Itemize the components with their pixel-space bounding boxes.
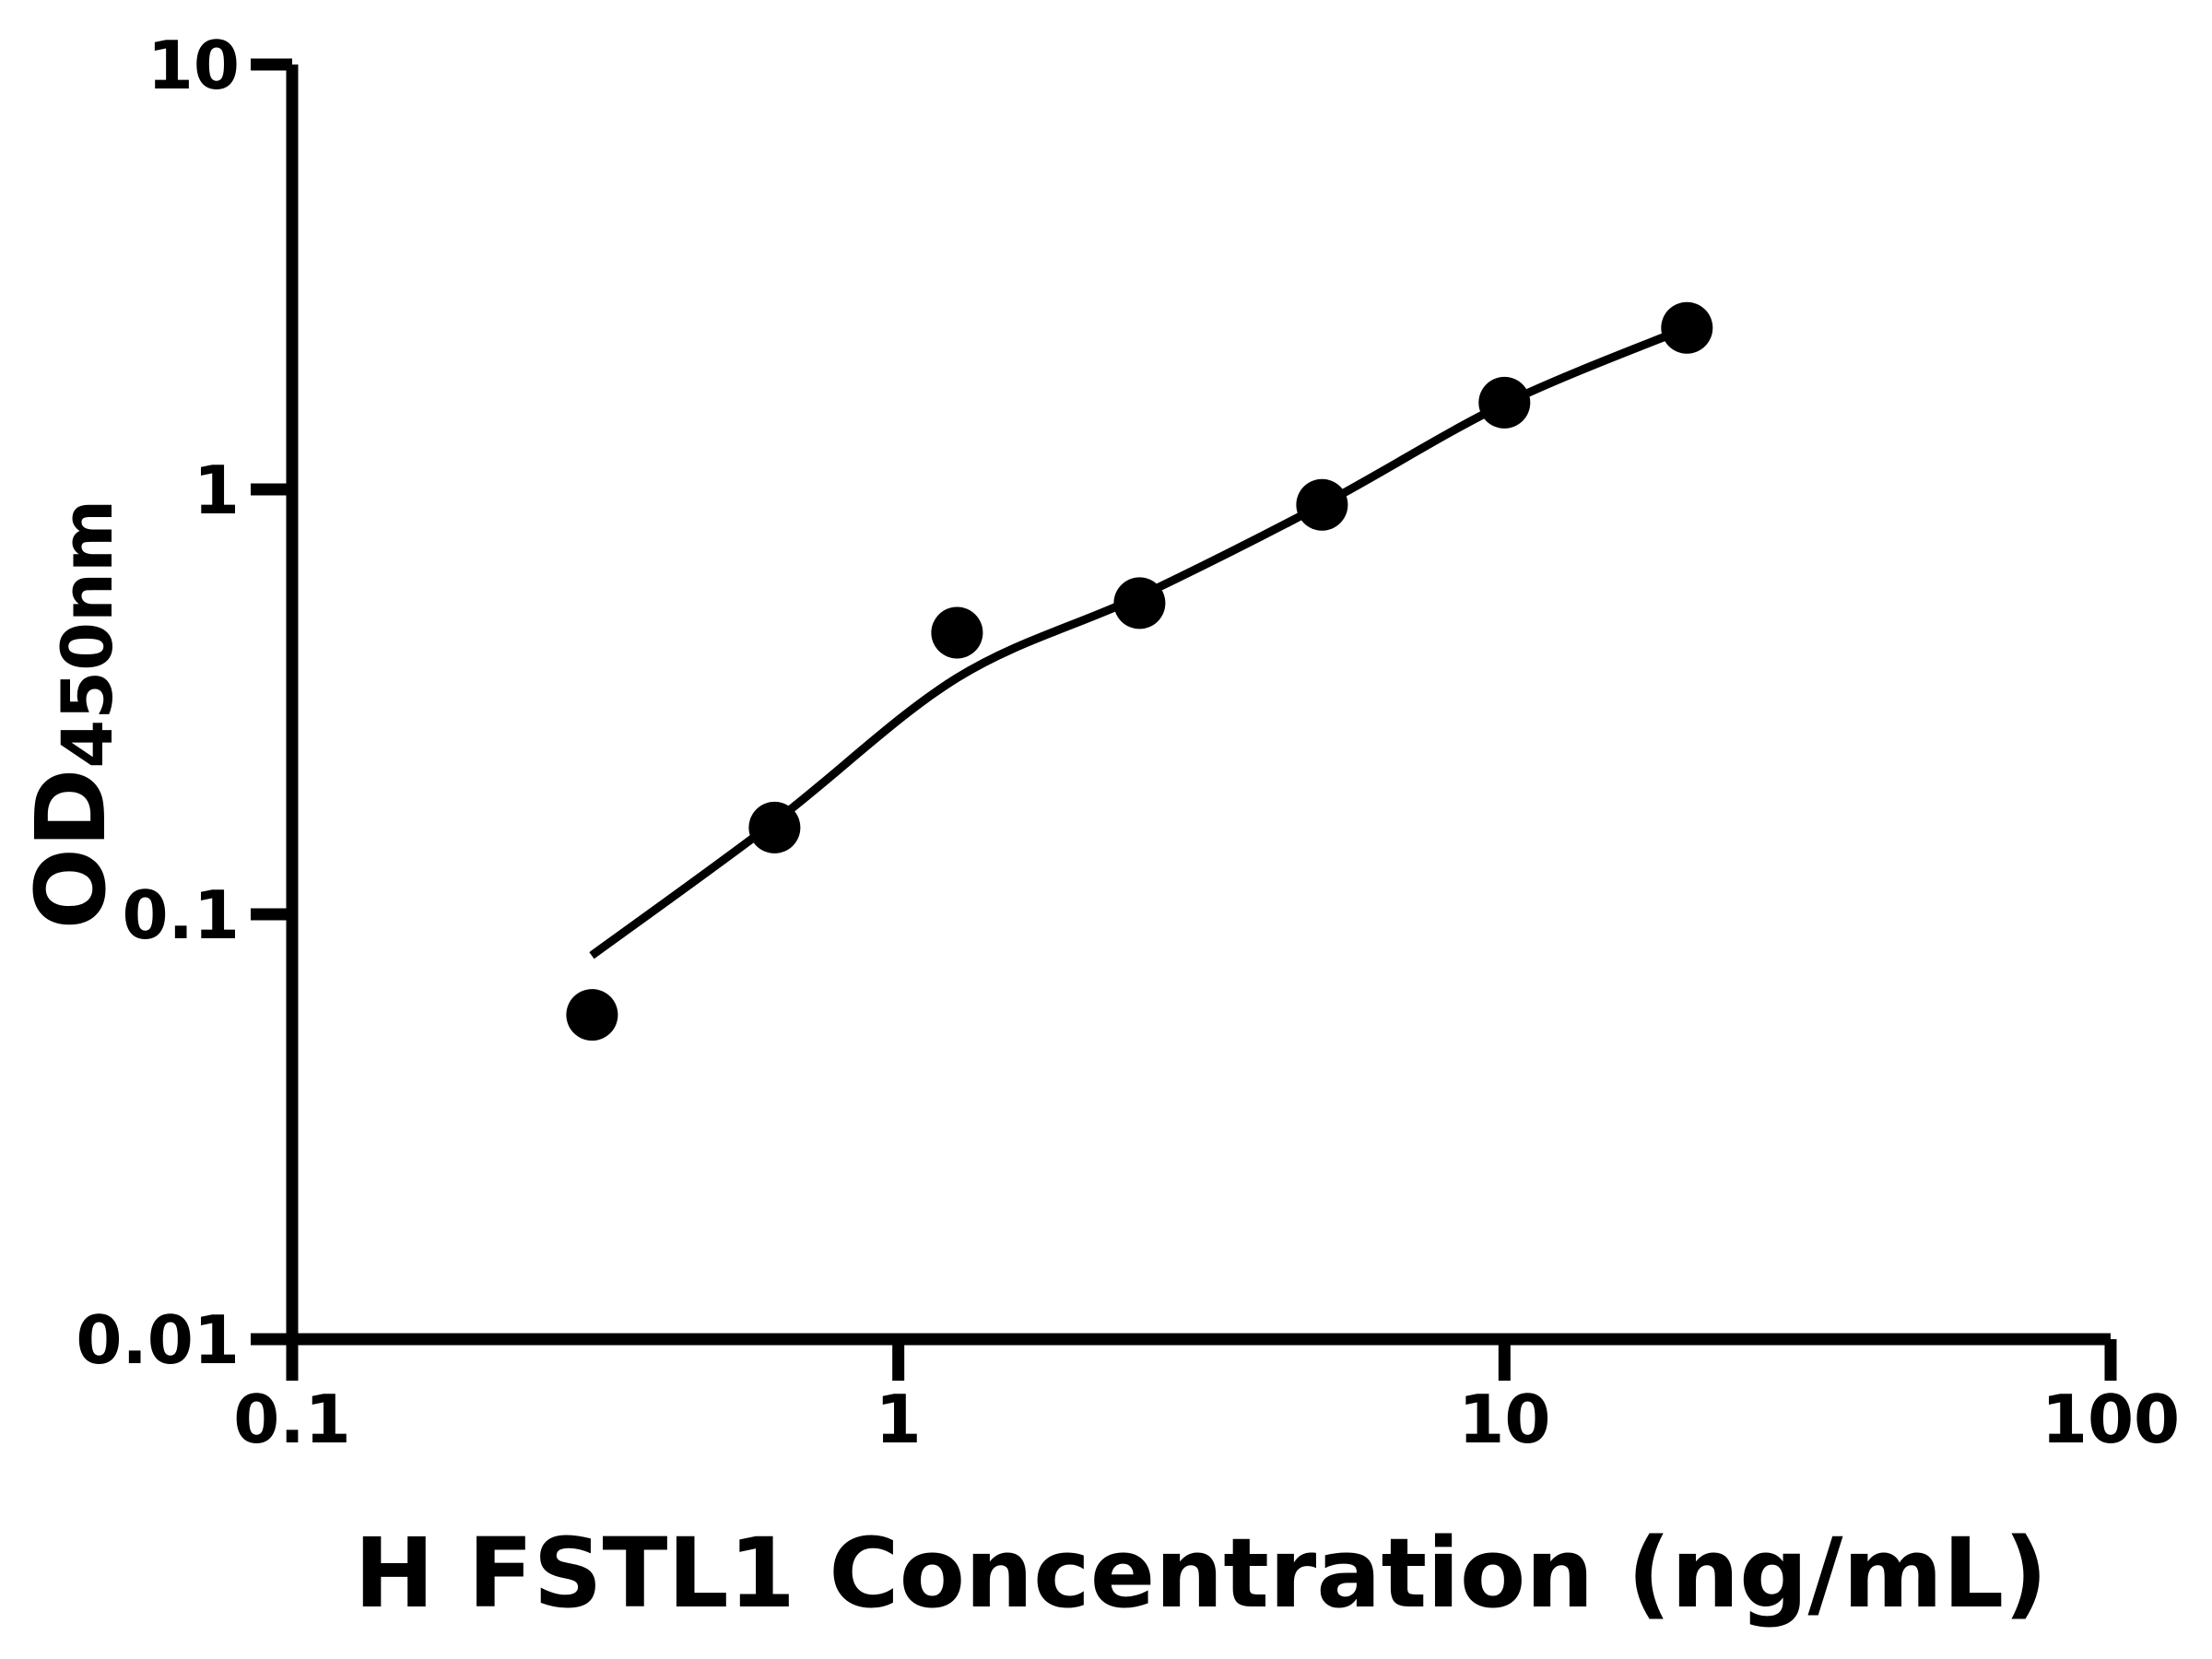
standard-fit-curve bbox=[589, 324, 1689, 959]
y-tick-label-0.1: 0.1 bbox=[122, 877, 240, 954]
x-tick-label-1: 1 bbox=[876, 1381, 922, 1458]
data-point-0.625 bbox=[748, 801, 801, 853]
fit-curve bbox=[589, 324, 1689, 959]
data-point-1.25 bbox=[931, 606, 983, 659]
y-axis-title-main: OD bbox=[15, 769, 127, 930]
y-tick-label-10: 10 bbox=[147, 27, 240, 104]
x-tick-label-0.1: 0.1 bbox=[233, 1381, 351, 1458]
x-tick-label-10: 10 bbox=[1458, 1381, 1550, 1458]
data-point-20 bbox=[1661, 301, 1713, 354]
x-axis-title: H FSTL1 Concentration (ng/mL) bbox=[354, 1517, 2047, 1630]
axes bbox=[251, 58, 2117, 1381]
data-point-0.3125 bbox=[566, 989, 618, 1041]
data-point-10 bbox=[1478, 376, 1531, 429]
y-tick-label-1: 1 bbox=[194, 452, 240, 529]
data-point-2.5 bbox=[1113, 577, 1166, 629]
y-axis-title: OD450nm bbox=[15, 500, 128, 930]
y-tick-label-0.01: 0.01 bbox=[76, 1301, 240, 1379]
data-point-5 bbox=[1296, 478, 1348, 531]
axis-spine bbox=[286, 65, 2111, 1346]
data-points bbox=[566, 301, 1713, 1041]
x-tick-label-100: 100 bbox=[2041, 1381, 2180, 1458]
y-axis-title-sub: 450nm bbox=[46, 500, 128, 769]
